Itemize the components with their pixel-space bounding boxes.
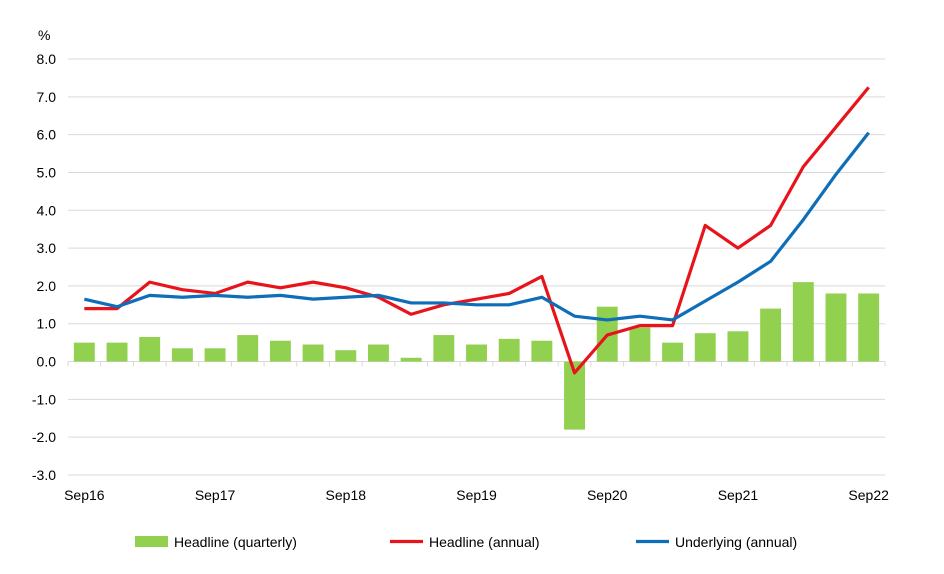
legend: Headline (quarterly) Headline (annual) Und… (135, 534, 797, 550)
legend-swatch-bar (135, 536, 168, 547)
bar-headline-quarterly (237, 335, 259, 362)
bar-headline-quarterly (400, 357, 422, 362)
y-axis-unit-label: % (38, 27, 50, 43)
bar-headline-quarterly (498, 338, 520, 362)
line-underlying-annual (83, 131, 870, 322)
x-tick-label: Sep19 (456, 487, 497, 503)
bar-headline-quarterly (858, 293, 880, 362)
x-tick-label: Sep16 (64, 487, 105, 503)
bar-headline-quarterly (139, 336, 161, 362)
y-tick-label: 3.0 (37, 240, 57, 256)
bar-headline-quarterly (73, 342, 95, 362)
y-tick-label: -1.0 (32, 391, 56, 407)
bar-headline-quarterly (302, 344, 324, 362)
bar-headline-quarterly (694, 333, 716, 362)
x-tick-label: Sep22 (848, 487, 889, 503)
y-tick-label: 6.0 (37, 127, 57, 143)
bar-headline-quarterly (662, 342, 684, 362)
bar-headline-quarterly (204, 348, 226, 362)
legend-label: Underlying (annual) (675, 534, 797, 550)
legend-label: Headline (annual) (429, 534, 540, 550)
x-tick-label: Sep18 (326, 487, 367, 503)
y-tick-label: 0.0 (37, 354, 57, 370)
y-tick-label: 4.0 (37, 202, 57, 218)
bar-headline-quarterly (629, 327, 651, 362)
y-tick-label: 8.0 (37, 51, 57, 67)
y-tick-label: 2.0 (37, 278, 57, 294)
bar-headline-quarterly (825, 293, 847, 362)
bar-headline-quarterly (368, 344, 389, 362)
line-headline-annual (84, 86, 870, 375)
bar-headline-quarterly (269, 340, 291, 362)
bar-headline-quarterly (335, 350, 357, 362)
bar-headline-quarterly (760, 308, 782, 362)
bar-headline-quarterly (531, 340, 553, 362)
x-tick-label: Sep20 (587, 487, 628, 503)
bar-headline-quarterly (106, 342, 128, 362)
legend-label: Headline (quarterly) (174, 534, 297, 550)
bar-headline-quarterly (171, 348, 193, 362)
bar-headline-quarterly (433, 335, 455, 362)
x-tick-label: Sep21 (718, 487, 759, 503)
y-tick-label: 1.0 (37, 316, 57, 332)
bar-headline-quarterly (792, 282, 814, 362)
y-tick-label: 5.0 (37, 164, 57, 180)
bar-headline-quarterly (727, 331, 749, 362)
x-tick-label: Sep17 (195, 487, 236, 503)
bar-headline-quarterly (564, 361, 585, 430)
y-tick-label: -2.0 (32, 429, 56, 445)
y-tick-label: -3.0 (32, 467, 56, 483)
bar-headline-quarterly (466, 344, 487, 362)
y-tick-label: 7.0 (37, 89, 57, 105)
